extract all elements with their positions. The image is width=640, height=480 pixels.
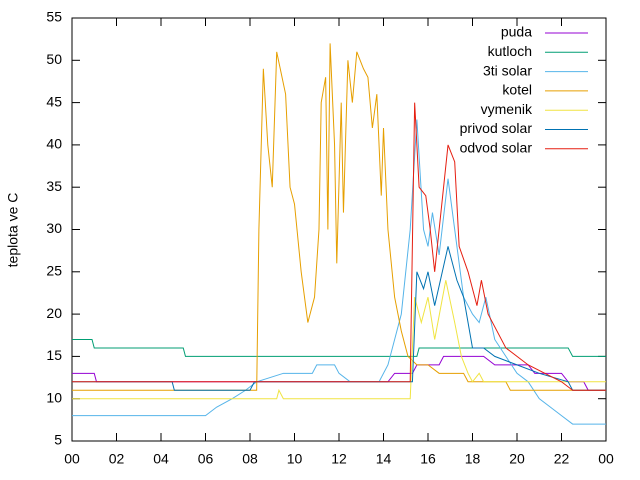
x-tick-label: 04 bbox=[153, 451, 169, 467]
y-tick-label: 40 bbox=[46, 136, 62, 152]
x-tick-label: 20 bbox=[509, 451, 525, 467]
y-tick-label: 35 bbox=[46, 178, 62, 194]
y-tick-label: 15 bbox=[46, 347, 62, 363]
x-tick-label: 06 bbox=[198, 451, 214, 467]
x-tick-label: 02 bbox=[109, 451, 125, 467]
x-tick-label: 18 bbox=[465, 451, 481, 467]
series-line bbox=[72, 102, 606, 391]
legend-label: vymenik bbox=[481, 101, 533, 117]
y-tick-label: 55 bbox=[46, 9, 62, 25]
y-axis-label: teplota ve C bbox=[5, 193, 21, 268]
x-tick-label: 10 bbox=[287, 451, 303, 467]
series-line bbox=[72, 43, 606, 391]
x-tick-label: 00 bbox=[64, 451, 80, 467]
y-tick-label: 30 bbox=[46, 220, 62, 236]
series-line bbox=[72, 280, 606, 400]
y-tick-label: 25 bbox=[46, 263, 62, 279]
x-tick-label: 16 bbox=[420, 451, 436, 467]
series-line bbox=[72, 338, 606, 357]
legend-label: odvod solar bbox=[460, 140, 533, 156]
y-tick-label: 50 bbox=[46, 51, 62, 67]
y-tick-label: 20 bbox=[46, 305, 62, 321]
legend-label: kutloch bbox=[488, 43, 532, 59]
series-line bbox=[72, 119, 606, 425]
legend-label: privod solar bbox=[460, 120, 533, 136]
x-tick-label: 14 bbox=[376, 451, 392, 467]
x-tick-label: 08 bbox=[242, 451, 258, 467]
legend-label: 3ti solar bbox=[483, 62, 532, 78]
y-tick-label: 45 bbox=[46, 93, 62, 109]
y-tick-label: 10 bbox=[46, 389, 62, 405]
series-line bbox=[72, 246, 606, 391]
y-tick-label: 5 bbox=[54, 432, 62, 448]
x-tick-label: 00 bbox=[598, 451, 614, 467]
x-tick-label: 12 bbox=[331, 451, 347, 467]
x-tick-label: 22 bbox=[554, 451, 570, 467]
legend-label: kotel bbox=[502, 82, 532, 98]
legend-label: puda bbox=[501, 24, 532, 40]
